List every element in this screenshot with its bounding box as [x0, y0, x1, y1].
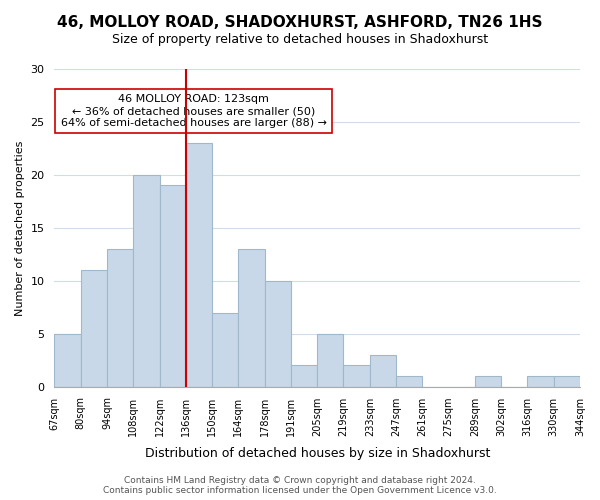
- Text: Size of property relative to detached houses in Shadoxhurst: Size of property relative to detached ho…: [112, 32, 488, 46]
- Bar: [475, 376, 501, 386]
- Bar: [370, 355, 396, 386]
- Bar: [80, 270, 107, 386]
- Y-axis label: Number of detached properties: Number of detached properties: [15, 140, 25, 316]
- Bar: [265, 281, 291, 386]
- Bar: [55, 334, 80, 386]
- Bar: [133, 175, 160, 386]
- Bar: [107, 249, 133, 386]
- Bar: [186, 143, 212, 386]
- Bar: [554, 376, 580, 386]
- Bar: [343, 366, 370, 386]
- Bar: [396, 376, 422, 386]
- Bar: [317, 334, 343, 386]
- Bar: [291, 366, 317, 386]
- Text: 46, MOLLOY ROAD, SHADOXHURST, ASHFORD, TN26 1HS: 46, MOLLOY ROAD, SHADOXHURST, ASHFORD, T…: [57, 15, 543, 30]
- Bar: [527, 376, 554, 386]
- Bar: [238, 249, 265, 386]
- Text: Contains HM Land Registry data © Crown copyright and database right 2024.
Contai: Contains HM Land Registry data © Crown c…: [103, 476, 497, 495]
- Text: 46 MOLLOY ROAD: 123sqm
← 36% of detached houses are smaller (50)
64% of semi-det: 46 MOLLOY ROAD: 123sqm ← 36% of detached…: [61, 94, 326, 128]
- X-axis label: Distribution of detached houses by size in Shadoxhurst: Distribution of detached houses by size …: [145, 447, 490, 460]
- Bar: [212, 312, 238, 386]
- Bar: [160, 186, 186, 386]
